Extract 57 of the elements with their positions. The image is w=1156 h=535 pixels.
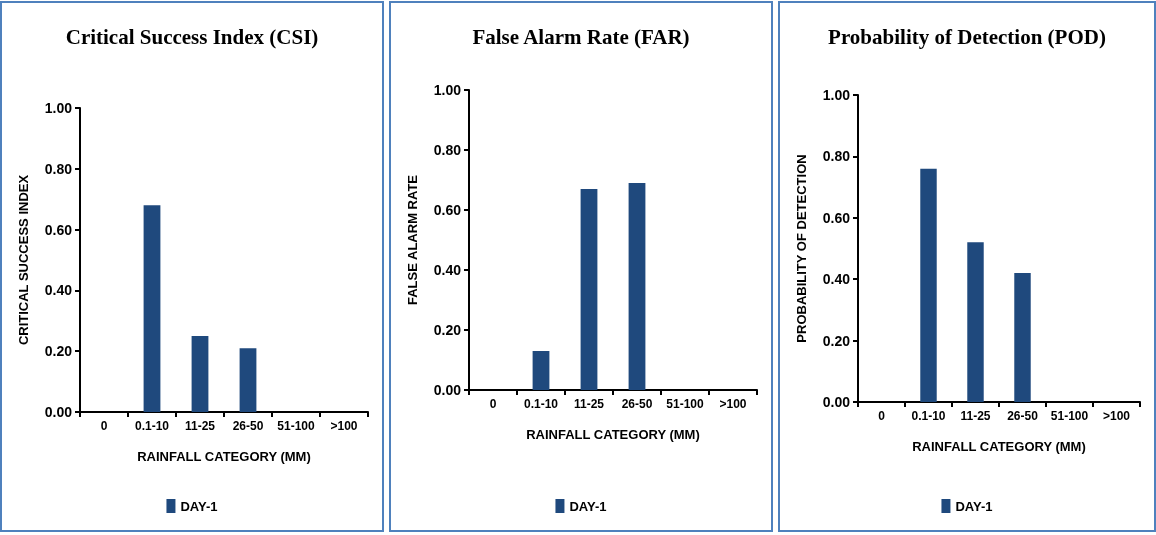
chart-title: False Alarm Rate (FAR) xyxy=(472,25,690,49)
legend-label: DAY-1 xyxy=(180,498,218,514)
y-tick-label: 0.60 xyxy=(822,209,851,226)
bar xyxy=(532,351,550,390)
y-tick-label: 0.20 xyxy=(433,322,462,338)
chart-title: Critical Success Index (CSI) xyxy=(65,25,319,49)
bar xyxy=(239,348,257,412)
bar xyxy=(920,168,937,402)
y-tick-label: 0.40 xyxy=(822,271,851,288)
y-axis-title: FALSE ALARM RATE xyxy=(405,174,420,305)
x-tick-label: 0 xyxy=(100,419,108,433)
x-tick-label: 26-50 xyxy=(232,419,264,433)
x-tick-label: 26-50 xyxy=(621,397,653,411)
y-tick-label: 0.40 xyxy=(433,262,462,278)
y-tick-label: 1.00 xyxy=(44,100,73,116)
x-tick-label: >100 xyxy=(1102,409,1131,423)
x-tick-label: 0.1-10 xyxy=(523,397,559,411)
x-tick-label: >100 xyxy=(330,419,358,433)
x-tick-label: 51-100 xyxy=(277,419,315,433)
legend-label: DAY-1 xyxy=(569,498,607,514)
y-tick-label: 0.60 xyxy=(44,221,73,238)
x-axis-title: RAINFALL CATEGORY (MM) xyxy=(137,449,311,464)
x-tick-label: 0 xyxy=(489,397,497,411)
y-tick-label: 0.00 xyxy=(822,394,851,410)
bar xyxy=(967,242,984,402)
y-tick-label: 1.00 xyxy=(433,82,462,98)
y-tick-label: 0.20 xyxy=(822,332,851,349)
bar xyxy=(1014,273,1031,402)
x-axis-title: RAINFALL CATEGORY (MM) xyxy=(912,439,1086,454)
y-tick-label: 0.00 xyxy=(433,382,462,398)
x-tick-label: 51-100 xyxy=(666,397,704,411)
chart-title: Probability of Detection (POD) xyxy=(828,25,1106,49)
x-tick-label: 11-25 xyxy=(960,409,991,423)
y-axis-title: PROBABILITY OF DETECTION xyxy=(794,154,809,343)
y-tick-label: 0.20 xyxy=(44,343,73,360)
y-tick-label: 1.00 xyxy=(822,87,851,103)
y-tick-label: 0.80 xyxy=(433,142,462,158)
legend-label: DAY-1 xyxy=(955,498,993,514)
y-tick-label: 0.80 xyxy=(44,160,73,177)
x-axis-title: RAINFALL CATEGORY (MM) xyxy=(526,427,700,442)
y-tick-label: 0.80 xyxy=(822,148,851,165)
y-tick-label: 0.40 xyxy=(44,282,73,299)
x-tick-label: >100 xyxy=(719,397,747,411)
x-tick-label: 0.1-10 xyxy=(911,409,946,423)
y-tick-label: 0.60 xyxy=(433,202,462,218)
x-tick-label: 0.1-10 xyxy=(134,419,170,433)
y-axis-title: CRITICAL SUCCESS INDEX xyxy=(16,174,31,346)
x-tick-label: 26-50 xyxy=(1007,409,1039,423)
x-tick-label: 51-100 xyxy=(1050,409,1089,423)
bar xyxy=(580,189,598,390)
x-tick-label: 0 xyxy=(878,409,886,423)
y-tick-label: 0.00 xyxy=(44,404,73,420)
bar xyxy=(191,336,209,412)
x-tick-label: 11-25 xyxy=(573,397,605,411)
x-tick-label: 11-25 xyxy=(184,419,216,433)
bar xyxy=(143,205,161,412)
bar xyxy=(628,183,646,390)
